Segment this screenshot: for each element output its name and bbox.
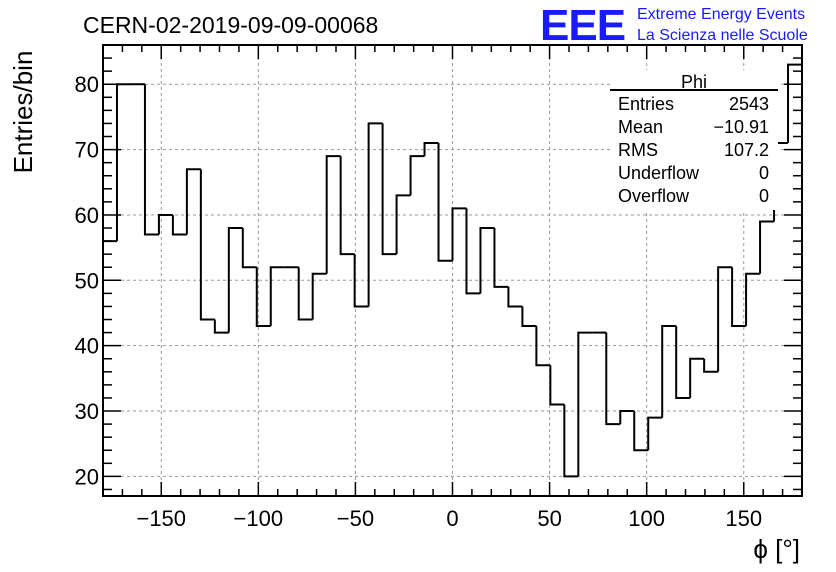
chart-title: CERN-02-2019-09-09-00068 [83,12,378,38]
histogram-bin-22 [409,155,425,196]
histogram-bin-12 [269,266,285,327]
histogram-bin-14 [297,267,313,321]
y-tick-labels: 20 30 40 50 60 70 80 [75,72,99,489]
histogram-bin-19 [367,122,383,307]
histogram-bin-33 [563,404,579,478]
histogram-bin-41 [675,326,691,399]
x-axis-title: ϕ [°] [753,534,800,564]
histogram-bin-7 [199,169,215,321]
histogram-bin-15 [311,272,327,320]
histogram-bin-0 [102,240,117,496]
y-tick-label-0: 20 [75,464,99,489]
histogram-bin-30 [521,306,537,328]
x-tick-label-6: 150 [725,506,762,531]
y-tick-label-2: 40 [75,334,99,359]
histogram-bin-36 [605,332,621,426]
histogram-bin-17 [339,156,355,256]
x-tick-label-1: −100 [234,506,284,531]
stats-label-entries: Entries [618,94,674,114]
histogram-bin-26 [465,208,481,295]
x-tick-labels: −150 −100 −50 0 50 100 150 [136,506,762,531]
histogram-bin-49 [787,63,802,144]
histogram-bin-20 [381,123,397,256]
x-tick-label-4: 50 [537,506,561,531]
stats-value-underflow: 0 [759,163,769,183]
histogram-bin-46 [745,272,761,327]
y-axis-title: Entries/bin [8,51,38,174]
histogram-bin-39 [647,416,663,451]
histogram-bin-29 [507,286,523,308]
histogram-bin-32 [549,365,565,406]
y-tick-label-5: 70 [75,138,99,163]
stats-label-underflow: Underflow [618,163,700,183]
histogram-bin-8 [213,319,229,334]
histogram-bin-5 [171,214,187,236]
histogram-bin-42 [689,357,705,398]
stats-value-rms: 107.2 [724,140,769,160]
stats-value-entries: 2543 [729,94,769,114]
histogram-bin-44 [717,266,733,372]
stats-value-overflow: 0 [759,186,769,206]
histogram-bin-11 [255,267,271,328]
histogram-bin-24 [437,143,453,262]
y-tick-label-1: 30 [75,399,99,424]
histogram-bin-23 [423,142,439,157]
histogram-bin-1 [115,83,131,242]
histogram-bin-43 [703,358,719,373]
histogram-bin-34 [577,331,593,477]
histogram-bin-10 [241,228,257,269]
histogram-bin-9 [227,227,243,333]
histogram-bin-37 [619,410,635,425]
x-tick-label-0: −150 [136,506,186,531]
y-tick-label-3: 50 [75,268,99,293]
histogram-bin-25 [451,207,467,261]
eee-logo: EEE [540,1,625,50]
histogram-bin-21 [395,194,411,255]
x-tick-label-3: 0 [446,506,458,531]
histogram-bin-27 [479,227,495,294]
histogram-bin-31 [535,326,551,367]
stats-title: Phi [681,72,707,92]
y-tick-label-6: 80 [75,72,99,97]
logo-line-2: La Scienza nelle Scuole [637,27,808,44]
stats-label-rms: RMS [618,140,658,160]
histogram-bin-40 [661,325,677,418]
stats-box-background [610,70,778,210]
histogram-bin-4 [157,213,173,235]
y-tick-label-4: 60 [75,203,99,228]
plot-frame [102,44,803,497]
histogram-bin-38 [633,411,649,452]
axis-ticks [103,45,802,496]
histogram-bin-3 [143,84,159,236]
histogram-bin-16 [325,155,341,274]
logo-line-1: Extreme Energy Events [637,6,805,23]
stats-value-mean: −10.91 [713,117,769,137]
histogram-bin-45 [731,267,747,328]
stats-box: Phi Entries 2543 Mean −10.91 RMS 107.2 U… [610,70,778,210]
stats-label-overflow: Overflow [618,186,690,206]
x-tick-label-5: 100 [628,506,665,531]
x-tick-label-2: −50 [337,506,374,531]
histogram-bin-28 [493,228,509,288]
histogram-bin-47 [759,220,775,274]
histogram-bin-18 [353,254,369,308]
histogram-bin-6 [185,168,201,235]
histogram-series [102,63,802,496]
stats-label-mean: Mean [618,117,663,137]
